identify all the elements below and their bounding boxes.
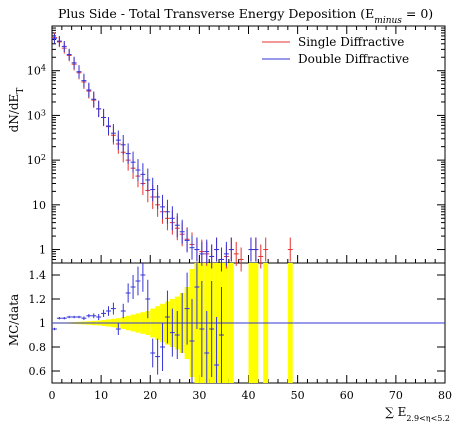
ratio-y-tick-label: 1.2 xyxy=(29,293,47,306)
xlabel-text: ∑ E xyxy=(385,405,406,419)
ratio-series-layer xyxy=(52,263,224,383)
main-y-tick-label: 104 xyxy=(27,63,46,78)
legend-label-double: Double Diffractive xyxy=(298,52,409,66)
ratio-y-tick-label: 1 xyxy=(39,317,46,330)
x-tick-label: 40 xyxy=(242,389,256,402)
x-tick-label: 20 xyxy=(143,389,157,402)
x-axis-label: ∑ E2.9<η<5.2 xyxy=(385,405,450,422)
xlabel-sub: 2.9<η<5.2 xyxy=(406,414,450,422)
main-y-tick-label: 102 xyxy=(27,153,46,168)
main-axis-ticks: 1 10 102 103 104 xyxy=(27,26,446,264)
chart-title: Plus Side - Total Transverse Energy Depo… xyxy=(58,6,433,26)
legend-label-single: Single Diffractive xyxy=(298,35,404,49)
main-series-layer xyxy=(52,32,293,272)
x-tick-label: 0 xyxy=(49,389,56,402)
ratio-y-tick-label: 1.4 xyxy=(29,269,47,282)
x-tick-label: 50 xyxy=(291,389,305,402)
ratio-y-axis-label: MC/data xyxy=(7,294,21,346)
main-y-tick-label: 1 xyxy=(39,244,46,257)
main-y-tick-label: 10 xyxy=(32,199,46,212)
x-tick-label: 80 xyxy=(438,389,452,402)
main-ylabel-sub: T xyxy=(16,88,26,94)
x-tick-label: 60 xyxy=(340,389,354,402)
x-tick-label: 30 xyxy=(192,389,206,402)
ratio-axis-ticks: 0.6 0.8 1 1.2 1.4 0 10 20 30 40 50 60 70 80 xyxy=(29,269,453,402)
legend: Single Diffractive Double Diffractive xyxy=(262,35,409,66)
main-y-tick-label: 103 xyxy=(27,108,46,123)
main-ylabel-text: dN/dE xyxy=(7,94,21,133)
x-tick-label: 10 xyxy=(94,389,108,402)
x-tick-label: 70 xyxy=(389,389,403,402)
ratio-y-tick-label: 0.8 xyxy=(29,341,47,354)
main-y-axis-label: dN/dET xyxy=(7,88,26,133)
ratio-uncertainty-band xyxy=(52,263,445,383)
title-main: Plus Side - Total Transverse Energy Depo… xyxy=(58,6,374,21)
ratio-y-tick-label: 0.6 xyxy=(29,365,47,378)
title-sub: minus xyxy=(374,16,402,26)
title-suffix: = 0) xyxy=(402,6,433,21)
